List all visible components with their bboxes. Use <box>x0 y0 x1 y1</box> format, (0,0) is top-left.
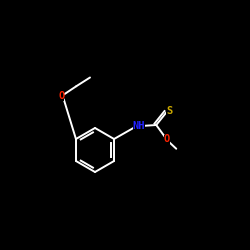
Text: O: O <box>164 134 170 144</box>
Text: NH: NH <box>132 121 145 131</box>
Text: S: S <box>166 106 172 116</box>
Text: O: O <box>58 91 64 101</box>
